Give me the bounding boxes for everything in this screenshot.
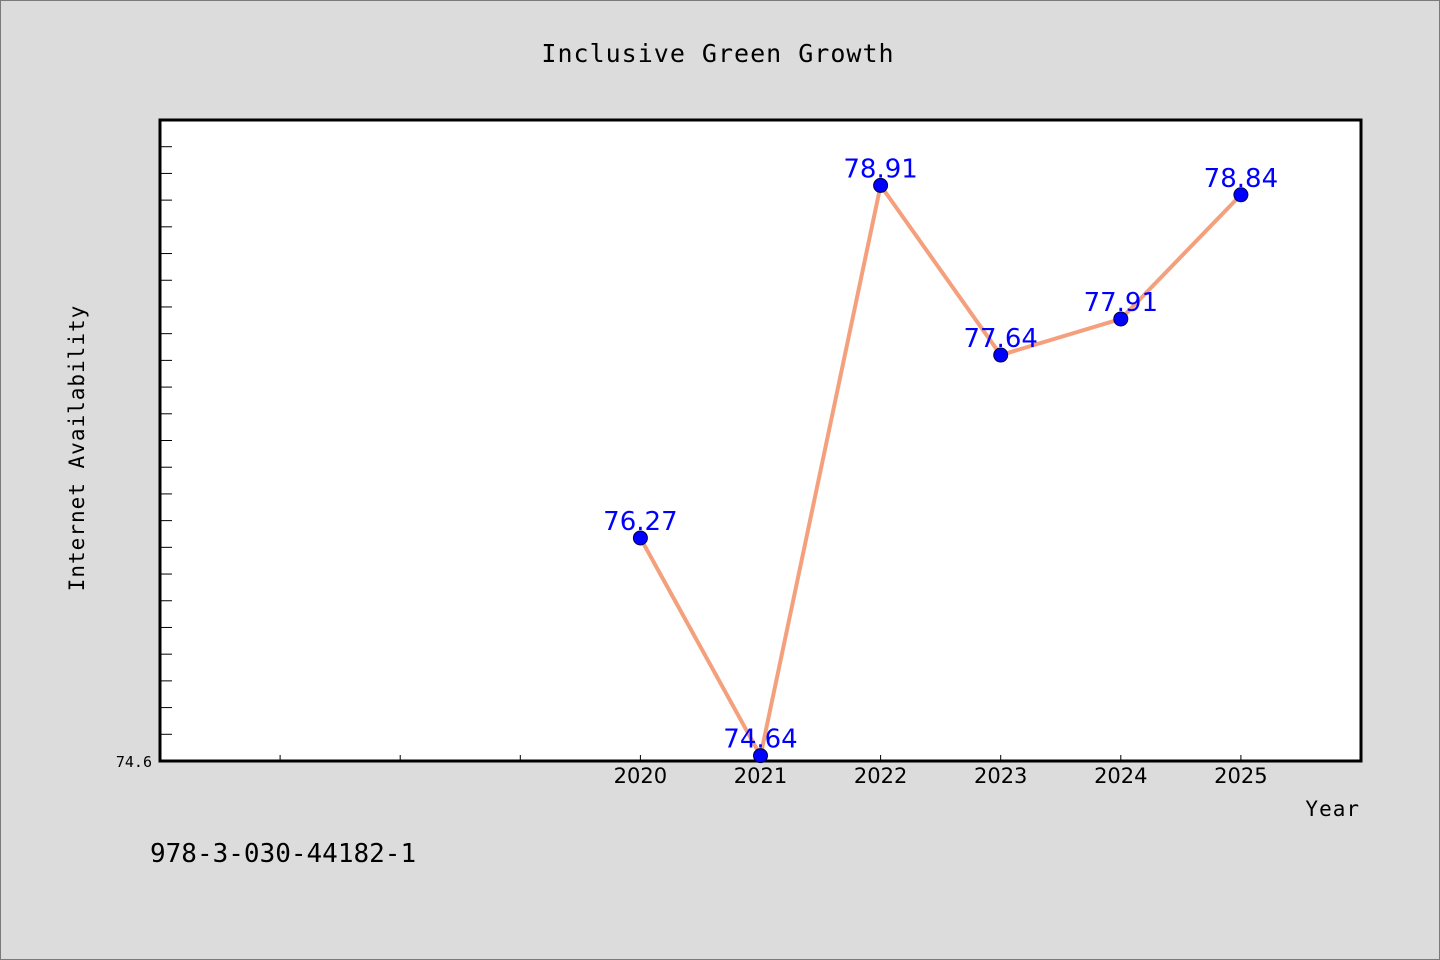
data-point <box>632 530 648 546</box>
x-axis-label: Year <box>1305 797 1360 821</box>
data-point <box>1233 187 1249 203</box>
data-point <box>993 347 1009 363</box>
x-tick-label: 2021 <box>734 764 787 788</box>
plot-area <box>158 118 1363 763</box>
data-label: 77.91 <box>1084 288 1158 318</box>
y-axis-ticks <box>160 146 172 735</box>
data-point <box>753 748 768 764</box>
data-point <box>1113 311 1129 327</box>
series-line-group: 76.27 74.64 78.91 77.64 77.91 78.84 <box>603 154 1278 764</box>
data-label: 74.64 <box>723 725 797 755</box>
data-label: 77.64 <box>963 324 1037 354</box>
isbn-text: 978-3-030-44182-1 <box>150 839 416 869</box>
data-point <box>873 177 889 193</box>
data-label: 78.84 <box>1204 164 1278 194</box>
x-tick-label: 2022 <box>854 764 907 788</box>
y-axis-label: Internet Availability <box>65 305 89 592</box>
data-label: 78.91 <box>843 154 917 184</box>
x-tick-label: 2020 <box>614 764 667 788</box>
data-label: 76.27 <box>603 507 677 537</box>
chart-title: Inclusive Green Growth <box>541 39 894 68</box>
x-tick-label: 2025 <box>1214 764 1267 788</box>
x-tick-label: 2023 <box>974 764 1027 788</box>
x-axis-tick-labels: 2020 2021 2022 2023 2024 2025 <box>614 764 1268 788</box>
y-tick-label: 74.6 <box>116 753 152 771</box>
x-tick-label: 2024 <box>1094 764 1147 788</box>
series-line <box>638 183 1243 758</box>
